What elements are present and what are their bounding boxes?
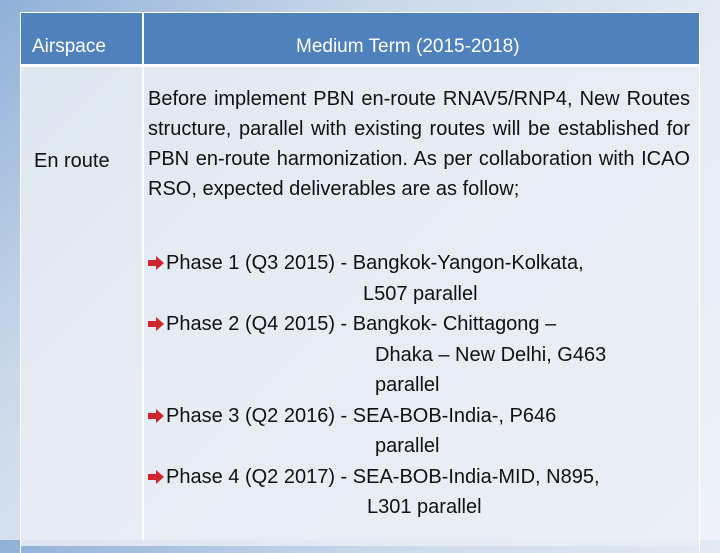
paragraph: Before implement PBN en-route RNAV5/RNP4…	[148, 88, 690, 200]
row-divider	[20, 64, 700, 67]
bullet-arrow	[148, 256, 164, 270]
header-cell: Medium Term (2015-2018)	[296, 36, 520, 57]
body-row	[20, 66, 700, 546]
table: Airspace Medium Term (2015-2018) En rout…	[20, 12, 700, 553]
bullet-arrow	[148, 469, 164, 484]
header-cell: Airspace	[32, 36, 106, 57]
bullet-continuation: Dhaka – New Delhi, G463	[375, 343, 607, 366]
bullet-continuation: parallel	[375, 435, 440, 457]
bullet-text: Phase 2 (Q4 2015) - Bangkok- Chittagong …	[166, 313, 557, 335]
header-row	[20, 12, 700, 66]
bullet-text: Phase 1 (Q3 2015) - Bangkok-Yangon-Kolka…	[166, 252, 584, 274]
bullet-continuation: parallel	[375, 374, 440, 396]
bullet-arrow	[148, 317, 164, 331]
bullet-continuation: L507 parallel	[363, 282, 478, 305]
bullet-arrow	[148, 408, 164, 423]
column-divider	[142, 12, 144, 540]
airspace-cell: En route	[34, 150, 110, 172]
table-border	[20, 12, 700, 553]
bullet-text: Phase 3 (Q2 2016) - SEA-BOB-India-, P646	[166, 404, 557, 427]
bullet-continuation: L301 parallel	[367, 496, 482, 518]
bullet-text: Phase 4 (Q2 2017) - SEA-BOB-India-MID, N…	[166, 465, 600, 488]
